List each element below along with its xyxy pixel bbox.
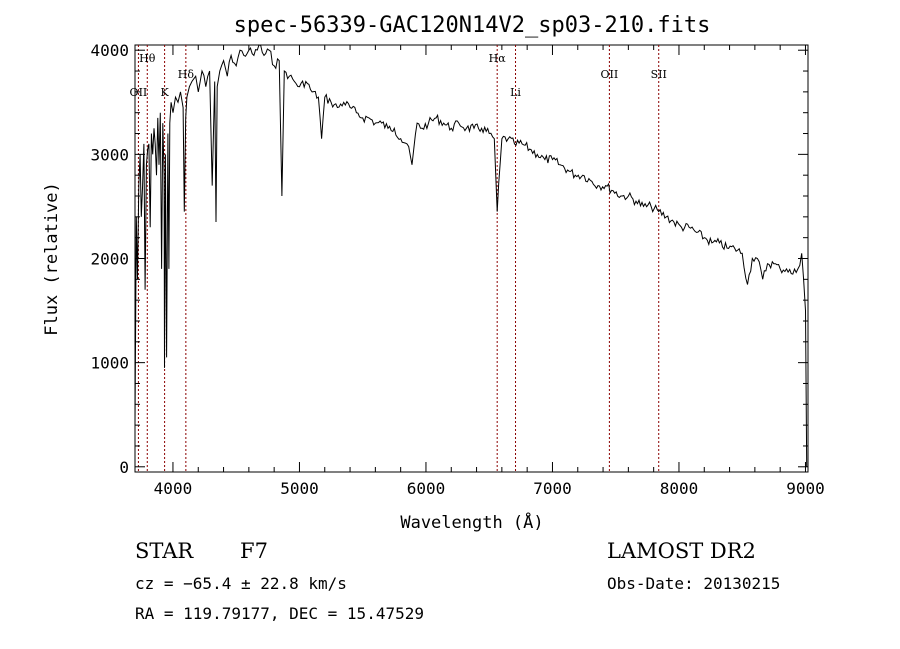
plot-frame — [134, 44, 809, 473]
line-marker-label: OII — [601, 68, 619, 81]
x-tick-label: 7000 — [533, 479, 572, 498]
chart-title: spec-56339-GAC120N14V2_sp03-210.fits — [234, 13, 711, 38]
y-tick-label: 4000 — [90, 41, 129, 60]
coordinates: RA = 119.79177, DEC = 15.47529 — [135, 604, 424, 623]
line-marker-label: Li — [510, 86, 521, 99]
observation-date: Obs-Date: 20130215 — [607, 574, 780, 593]
spectrum-series — [134, 44, 808, 467]
x-tick-label: 4000 — [154, 479, 193, 498]
x-tick-label: 6000 — [407, 479, 446, 498]
y-tick-label: 2000 — [90, 250, 129, 269]
spectral-subclass: F7 — [240, 539, 268, 563]
line-marker-label: SII — [651, 68, 667, 81]
y-tick-label: 3000 — [90, 145, 129, 164]
line-marker-label: OII — [130, 86, 148, 99]
y-tick-label: 0 — [119, 458, 129, 477]
line-marker-label: K — [160, 86, 169, 99]
x-tick-label: 8000 — [660, 479, 699, 498]
survey-name: LAMOST DR2 — [607, 539, 756, 563]
spectrum-line — [134, 44, 808, 467]
object-class: STAR — [135, 539, 194, 563]
axis-ticks: 4000 5000 6000 7000 8000 9000 0 1000 2000 3000 400… — [90, 41, 824, 498]
redshift-velocity: cz = −65.4 ± 22.8 km/s — [135, 574, 347, 593]
x-tick-label: 9000 — [786, 479, 825, 498]
x-tick-label: 5000 — [280, 479, 319, 498]
x-axis-label: Wavelength (Å) — [400, 511, 543, 533]
line-marker-label: Hα — [489, 52, 507, 65]
y-tick-label: 1000 — [90, 354, 129, 373]
y-axis-label: Flux (relative) — [42, 182, 62, 336]
line-marker-label: Hθ — [139, 52, 156, 65]
line-marker-label: Hδ — [178, 68, 195, 81]
